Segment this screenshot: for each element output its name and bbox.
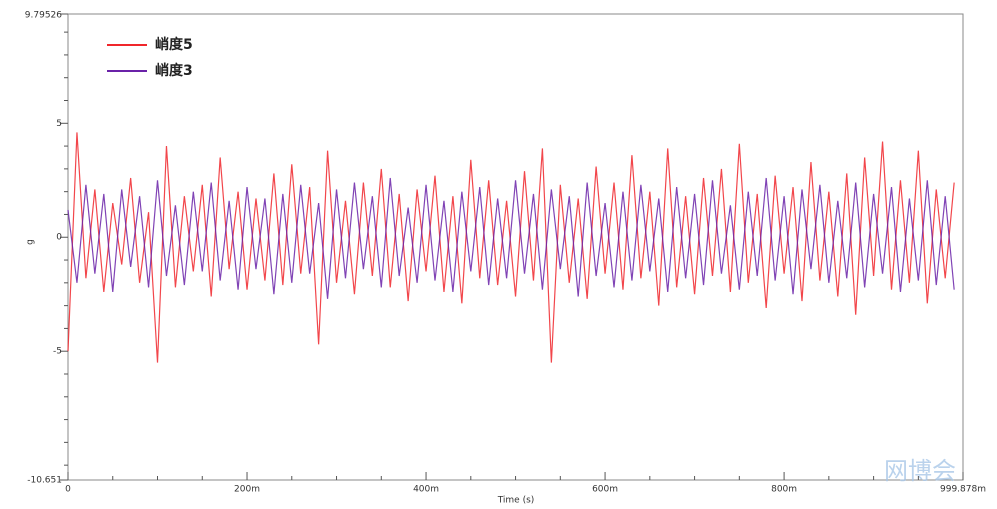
y-tick-label: 9.79526 [25, 11, 62, 21]
watermark: 网博会 [884, 457, 956, 485]
x-axis-label: Time (s) [497, 496, 535, 506]
y-tick-label: -5 [53, 347, 62, 357]
x-tick-label: 600m [592, 485, 618, 495]
legend-label: 峭度5 [155, 36, 193, 53]
data-line [67, 177, 955, 299]
x-tick-label: 0 [65, 485, 71, 495]
y-tick-label: 5 [56, 119, 62, 129]
y-tick-label: 0 [56, 233, 62, 243]
x-tick-label: 800m [771, 485, 797, 495]
y-tick-label: -10.651 [27, 476, 62, 486]
plot-frame [67, 13, 964, 481]
x-tick-label: 400m [413, 485, 439, 495]
legend-label: 峭度3 [155, 62, 193, 79]
x-tick-label: 999.878m [940, 485, 986, 495]
x-tick-label: 200m [234, 485, 260, 495]
y-axis-label: g [26, 239, 36, 245]
